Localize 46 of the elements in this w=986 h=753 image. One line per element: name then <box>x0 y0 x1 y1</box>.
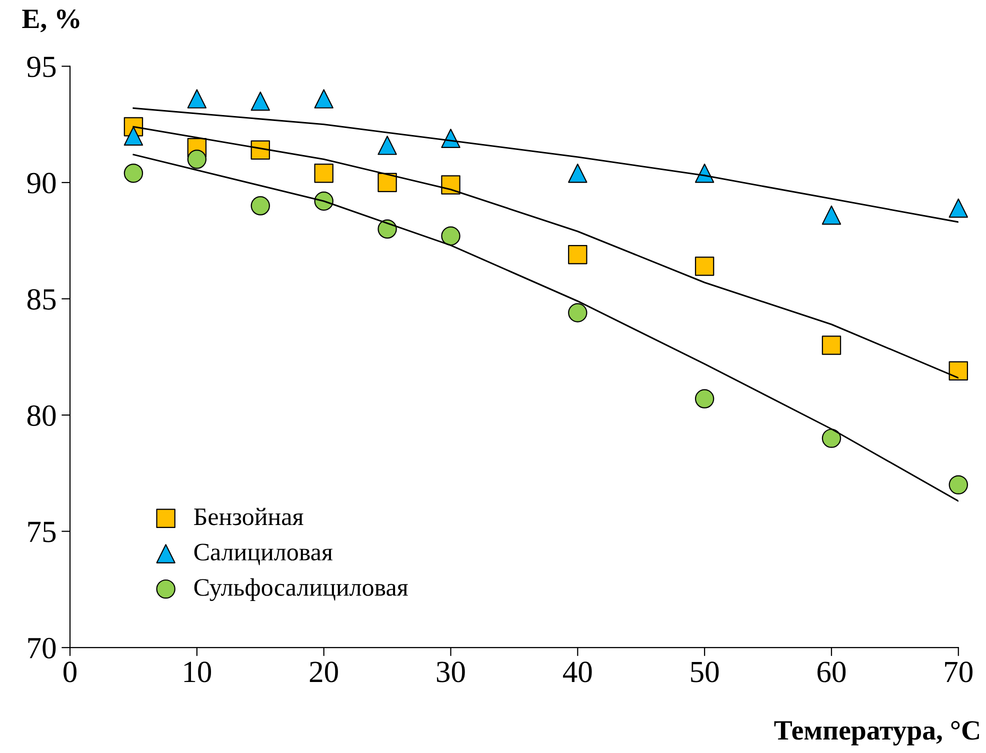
point <box>948 198 968 218</box>
point <box>948 475 968 494</box>
point <box>822 205 842 225</box>
point <box>441 175 460 194</box>
point <box>378 136 397 155</box>
legend-label: Сульфосалициловая <box>194 578 408 602</box>
x-tick-label: 0 <box>64 662 76 682</box>
y-tick-label: 95 <box>27 56 56 78</box>
y-tick-label: 85 <box>27 289 56 310</box>
point <box>250 140 270 160</box>
point <box>568 245 588 264</box>
x-tick-label: 50 <box>691 662 719 682</box>
point <box>314 89 334 108</box>
legend-label: Салициловая <box>194 544 332 566</box>
x-tick-label: 60 <box>818 662 846 682</box>
line-series <box>132 107 958 223</box>
point <box>378 219 397 239</box>
point <box>694 256 714 276</box>
point <box>948 361 968 380</box>
point <box>187 89 207 108</box>
x-axis-title: Температура, °C <box>774 721 979 746</box>
point <box>694 389 714 408</box>
y-tick-label: 75 <box>28 522 56 542</box>
point <box>568 303 588 322</box>
legend-label: Бензойная <box>194 508 304 526</box>
point <box>568 164 588 183</box>
point <box>187 150 207 169</box>
y-tick-label: 90 <box>27 172 56 194</box>
x-tick-label: 70 <box>945 662 973 682</box>
x-tick-label: 40 <box>562 662 592 682</box>
x-tick-label: 20 <box>310 662 338 682</box>
x-tick-label: 30 <box>436 662 465 682</box>
y-tick-label: 70 <box>28 638 56 658</box>
y-tick-label: 80 <box>27 405 56 426</box>
point <box>441 226 460 246</box>
line-series <box>132 154 958 502</box>
x-tick-label: 10 <box>184 662 212 682</box>
point <box>822 428 842 448</box>
point <box>124 126 144 146</box>
point <box>314 164 334 183</box>
y-axis-title: E, % <box>22 9 80 32</box>
point <box>250 196 270 216</box>
point <box>250 92 270 111</box>
point <box>822 336 842 355</box>
point <box>124 164 144 183</box>
point <box>378 172 397 192</box>
